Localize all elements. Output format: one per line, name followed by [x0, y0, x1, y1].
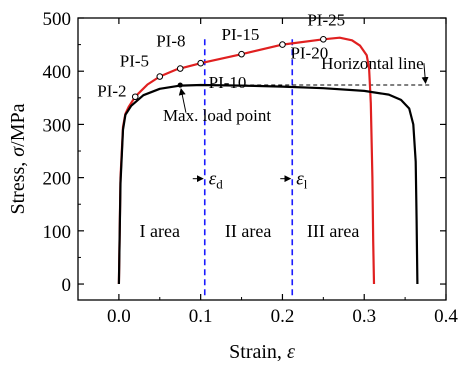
black-curve — [117, 83, 419, 285]
epsilon-subscript: d — [216, 177, 223, 192]
area-label: II area — [225, 221, 271, 241]
max-load-point-arrow — [178, 88, 187, 113]
pi-point-label: PI-10 — [209, 73, 247, 92]
area-label: I area — [140, 221, 180, 241]
y-tick-label: 400 — [43, 62, 72, 83]
pi-point-label: PI-8 — [156, 32, 185, 51]
pi-point-label: PI-2 — [97, 82, 126, 101]
pi-point-label: PI-20 — [290, 44, 328, 63]
pi-point-marker — [176, 65, 184, 72]
y-axis-label-symbol: σ — [7, 146, 29, 157]
x-tick-label: 0.2 — [271, 306, 295, 327]
pi-point-label: PI-5 — [120, 52, 149, 71]
epsilon-subscript: l — [304, 177, 308, 192]
y-tick-label: 0 — [62, 275, 72, 296]
x-tick-label: 0.0 — [107, 306, 131, 327]
epsilon-label: εd — [209, 169, 224, 192]
horizontal-line-label: Horizontal line — [321, 54, 423, 73]
pi-point-label: PI-25 — [307, 10, 345, 29]
pi-point-marker — [279, 41, 286, 48]
y-tick-label: 200 — [43, 169, 72, 190]
y-tick-label: 100 — [43, 222, 72, 243]
y-axis-label-unit: /MPa — [7, 103, 29, 146]
x-tick-label: 0.3 — [352, 306, 376, 327]
pi-point-marker — [238, 50, 245, 58]
x-tick-label: 0.1 — [189, 306, 213, 327]
plot-frame — [77, 17, 447, 301]
epsilon-label: εl — [296, 169, 308, 192]
horizontal-line-arrow — [421, 63, 429, 85]
pi-point-marker — [131, 93, 139, 101]
pi-point-marker — [197, 59, 204, 67]
y-tick-label: 500 — [43, 9, 72, 30]
max-load-point-marker — [177, 82, 183, 88]
x-axis-label-text: Strain, — [229, 341, 287, 363]
y-axis-label: Stress, σ/MPa — [7, 103, 29, 214]
y-tick-label: 300 — [43, 115, 72, 136]
pi-point-label: PI-15 — [222, 25, 260, 44]
area-label: III area — [307, 221, 359, 241]
epsilon-symbol: ε — [296, 169, 304, 190]
x-axis-label: Strain, ε — [229, 341, 295, 363]
pi-point-marker — [320, 35, 327, 43]
x-tick-label: 0.4 — [434, 306, 458, 327]
max-load-point-label: Max. load point — [163, 106, 271, 125]
epsilon-symbol: ε — [209, 169, 217, 190]
pi-point-marker — [156, 73, 164, 80]
y-axis-label-text: Stress, — [7, 157, 29, 215]
x-axis-label-symbol: ε — [287, 341, 295, 363]
